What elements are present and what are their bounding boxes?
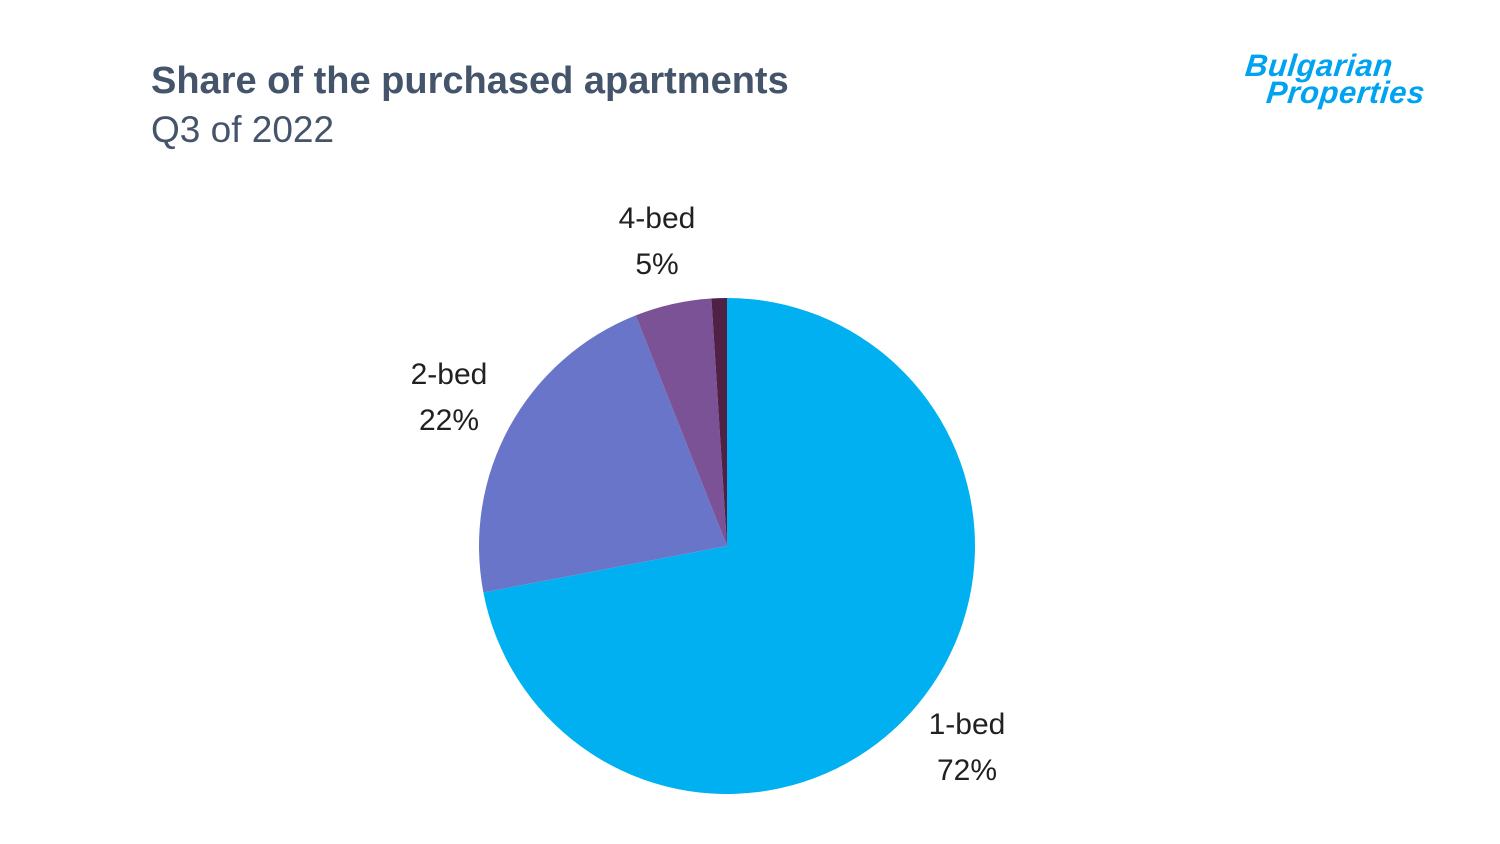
pie-label-4-bed-name: 4-bed: [618, 202, 696, 235]
pie-slice-2-bed: [478, 315, 727, 593]
pie-label-2-bed: 2-bed 22%: [364, 352, 534, 444]
pie-label-1-bed-pct: 72%: [936, 754, 998, 787]
header: Share of the purchased apartments Q3 of …: [151, 58, 789, 153]
pie-label-4-bed-pct: 5%: [635, 248, 679, 281]
pie-slice-1-bed: [483, 298, 975, 794]
pie-label-4-bed: 4-bed 5%: [572, 196, 742, 288]
page-subtitle: Q3 of 2022: [151, 109, 335, 151]
pie-slice-other: [711, 298, 727, 546]
pie-label-1-bed: 1-bed 72%: [882, 702, 1052, 794]
pie-slice-4-bed: [635, 298, 727, 546]
pie-label-1-bed-name: 1-bed: [928, 708, 1006, 741]
pie-label-2-bed-name: 2-bed: [410, 358, 488, 391]
pie-label-2-bed-pct: 22%: [418, 404, 480, 437]
pie-chart: [478, 298, 975, 794]
page-title: Share of the purchased apartments: [151, 60, 789, 102]
